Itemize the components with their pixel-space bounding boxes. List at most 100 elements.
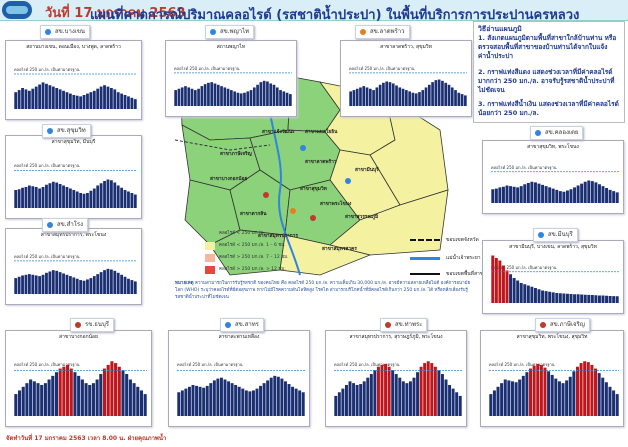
standard-label: คลอไรด์ 250 มก./ล. เป็นค่ามาตรฐาน xyxy=(334,362,400,367)
branch-tag: สข.สาทร xyxy=(220,318,264,332)
chloride-bar xyxy=(507,380,511,416)
chloride-bar xyxy=(583,294,587,303)
chloride-bar xyxy=(516,187,520,203)
chloride-bar xyxy=(68,93,72,109)
chloride-bar xyxy=(127,96,130,109)
chloride-bar xyxy=(294,388,298,416)
chloride-bar xyxy=(58,272,62,294)
chloride-bar xyxy=(79,280,83,294)
chloride-bar xyxy=(106,268,110,294)
branch-tag: สข.ลาดพร้าว xyxy=(355,25,410,39)
chloride-bar xyxy=(123,95,127,109)
chloride-bar xyxy=(66,364,70,416)
chloride-bar xyxy=(279,90,282,106)
location-pin xyxy=(310,215,316,221)
chloride-bar xyxy=(385,81,389,106)
chloride-bar xyxy=(291,386,295,416)
chloride-bar xyxy=(96,185,100,208)
chloride-bar xyxy=(80,379,84,416)
chloride-bar xyxy=(373,370,377,416)
chloride-bar xyxy=(590,295,594,303)
branch-tag: สข.สำโรง xyxy=(42,218,89,232)
chloride-bar xyxy=(21,386,25,416)
chloride-bar xyxy=(544,186,548,203)
branch-dot-icon xyxy=(47,222,53,228)
legend-label: คลอไรด์ > 250 มก./ล. > 12 ชม. xyxy=(219,267,286,272)
chloride-bar xyxy=(489,394,493,416)
chloride-bar xyxy=(512,186,516,203)
chloride-bar xyxy=(133,99,137,109)
chloride-bar xyxy=(48,85,52,109)
chart-title: สถานพญาไท xyxy=(216,44,246,50)
chloride-bar xyxy=(562,191,566,203)
chloride-bar xyxy=(184,86,187,106)
disclaimer-text: ความสามารถในการรับรู้รสชาติ ของคนไทย คือ… xyxy=(175,281,471,300)
chloride-bar xyxy=(349,91,352,106)
district-label: สาขาสมุทรสาคร xyxy=(322,247,357,252)
chloride-bar xyxy=(38,276,42,294)
chloride-bar xyxy=(594,368,598,416)
chloride-chart-panel: สาขาสมุทรปราการ, สุราษฎร์ภูมิ, พระโขนง คล… xyxy=(325,330,467,427)
chloride-bar xyxy=(106,364,110,416)
chloride-bar xyxy=(127,278,130,294)
chloride-bar xyxy=(103,270,106,294)
chloride-bar xyxy=(405,90,408,106)
chloride-bar xyxy=(41,82,45,109)
chloride-bar xyxy=(411,92,415,106)
chloride-bar xyxy=(256,84,259,106)
chloride-bar xyxy=(498,187,502,203)
chloride-bar xyxy=(437,370,441,416)
chloride-bar xyxy=(130,280,134,294)
chloride-bar xyxy=(40,384,44,416)
branch-dot-icon xyxy=(385,322,391,328)
chloride-bar xyxy=(120,93,124,109)
chloride-bar xyxy=(557,381,561,416)
chloride-bar xyxy=(180,87,184,106)
branch-tag: สข.บางเขน xyxy=(40,25,91,39)
chloride-bar xyxy=(431,82,434,106)
branch-dot-icon xyxy=(540,322,546,328)
chloride-bar xyxy=(512,278,516,303)
chart-title: สาขาสุขุมวิท, พระโขนง xyxy=(527,144,579,150)
bar-chart xyxy=(349,72,467,106)
chloride-bar xyxy=(464,95,467,106)
chloride-bar xyxy=(450,87,454,106)
chloride-bar xyxy=(113,89,117,109)
boundary-label: ขอบเขตพื้นที่สาขา xyxy=(446,271,487,277)
chloride-bar xyxy=(241,388,245,416)
chart-title: สาขาสะพานเหลือง xyxy=(218,334,260,340)
chloride-bar xyxy=(355,384,359,416)
chloride-bar xyxy=(14,190,18,208)
chloride-bar xyxy=(65,92,69,109)
chloride-bar xyxy=(55,182,59,208)
chloride-bar xyxy=(113,182,117,208)
chloride-bar xyxy=(243,92,246,106)
chloride-bar xyxy=(509,186,513,203)
chloride-bar xyxy=(190,88,194,106)
chloride-bar xyxy=(491,189,495,203)
chloride-bar xyxy=(505,185,509,203)
chloride-bar xyxy=(103,85,106,109)
chloride-bar xyxy=(177,392,181,416)
chloride-bar xyxy=(79,193,83,208)
chloride-bar xyxy=(198,386,202,416)
chloride-bar xyxy=(202,387,206,416)
chloride-bar xyxy=(269,83,273,106)
chloride-bar xyxy=(597,184,601,203)
chloride-bar xyxy=(424,87,428,106)
chloride-bar xyxy=(272,84,276,106)
chloride-bar xyxy=(401,381,405,416)
chloride-bar xyxy=(587,294,591,303)
branch-tag-label: สข.บางเขน xyxy=(55,28,86,35)
district-label: สาขาพระโขนง xyxy=(320,202,352,207)
district-label: สาขาสมุทรปราการ xyxy=(258,234,298,239)
district-label: สาขาบางกอกน้อย xyxy=(210,177,248,182)
chloride-bar xyxy=(494,188,498,203)
chloride-bar xyxy=(441,80,444,106)
chloride-bar xyxy=(96,274,100,294)
branch-dot-icon xyxy=(538,232,544,238)
chloride-bar xyxy=(77,375,81,416)
chloride-bar xyxy=(116,92,120,109)
title-text: แผนที่คาดการณ์ปริมาณคลอไรด์ (รสชาติน้ำปร… xyxy=(90,8,580,23)
chloride-bar xyxy=(587,180,591,203)
